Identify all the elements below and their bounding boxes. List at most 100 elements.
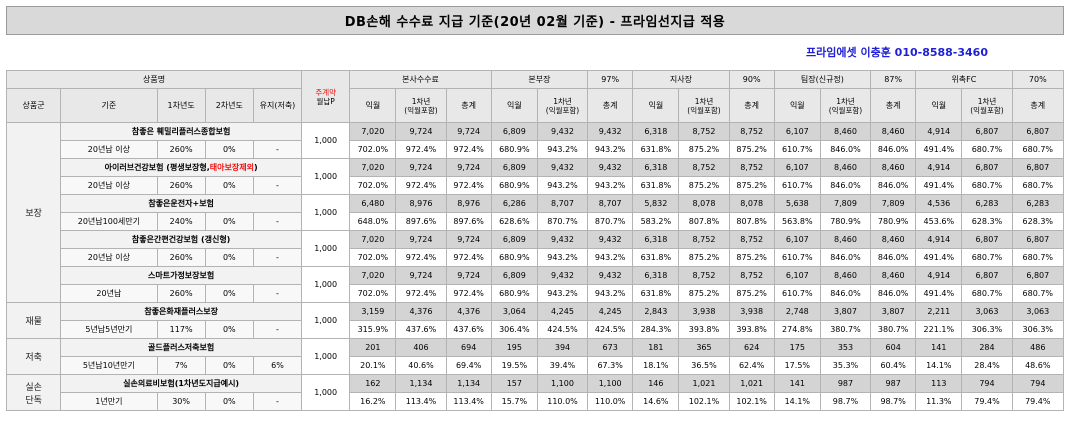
percent-cell: 102.1% xyxy=(728,392,775,411)
amount-cell: 8,707 xyxy=(587,194,634,213)
year2-rate-cell: 0% xyxy=(204,140,254,159)
percent-cell: 846.0% xyxy=(819,284,872,303)
premium-cell: 1,000 xyxy=(301,338,351,375)
product-rate-row: 1년만기 30% 0% -16.2% 113.4% 113.4% 15.7% 110.0% 11… xyxy=(7,392,1065,411)
group-header-branch: 지사장 xyxy=(632,70,730,89)
amount-cell: 604 xyxy=(870,338,917,357)
amount-cell: 8,460 xyxy=(819,158,872,177)
total-header-hq: 총계 xyxy=(445,88,492,123)
amount-cell: 6,283 xyxy=(961,194,1013,213)
percent-cell: 610.7% xyxy=(773,140,821,159)
amount-cell: 113 xyxy=(915,374,963,393)
amount-cell: 9,432 xyxy=(536,230,589,249)
amount-cell: 6,807 xyxy=(1011,230,1065,249)
amount-cell: 6,107 xyxy=(773,122,821,141)
amount-cell: 9,724 xyxy=(395,122,447,141)
product-rate-row: 20년납 이상 260% 0% -702.0% 972.4% 972.4% 680.9% 94… xyxy=(7,248,1065,267)
basis-cell: 20년납 xyxy=(60,284,158,303)
year1-incl-header-director: 1차년 (익월포함) xyxy=(536,88,589,123)
year1-incl-header-line1: 1차년 xyxy=(553,96,572,106)
amount-cell: 8,078 xyxy=(728,194,775,213)
percent-cell: 680.7% xyxy=(1011,176,1065,195)
percent-cell: 79.4% xyxy=(1011,392,1065,411)
amount-cell: 7,020 xyxy=(349,230,397,249)
amount-cell: 162 xyxy=(349,374,397,393)
product-name-text: 참좋은운전자+보험 xyxy=(148,199,214,208)
product-name-text: 골드플러스저축보험 xyxy=(148,343,215,352)
product-name-highlight: 태아보장제외 xyxy=(209,163,254,172)
amount-cell: 6,283 xyxy=(1011,194,1065,213)
percent-cell: 17.5% xyxy=(773,356,821,375)
amount-cell: 3,064 xyxy=(490,302,538,321)
product-row: 참좋은운전자+보험 1,000 6,480 8,976 8,976 6,286 8,707 8… xyxy=(7,194,1065,231)
percent-cell: 628.3% xyxy=(1011,212,1065,231)
amount-cell: 9,432 xyxy=(536,158,589,177)
percent-cell: 380.7% xyxy=(870,320,917,339)
percent-cell: 28.4% xyxy=(961,356,1013,375)
maint-rate-cell: - xyxy=(252,140,303,159)
percent-cell: 972.4% xyxy=(445,176,492,195)
amount-cell: 624 xyxy=(728,338,775,357)
product-row: 보장 참좋은 훼밀리플러스종합보험 1,000 7,020 9,724 9,724 6,80… xyxy=(5,122,1065,303)
percent-cell: 702.0% xyxy=(349,176,397,195)
amount-cell: 146 xyxy=(632,374,680,393)
amount-cell: 8,752 xyxy=(678,158,730,177)
premium-cell: 1,000 xyxy=(301,230,351,267)
year1-incl-header-fc: 1차년 (익월포함) xyxy=(961,88,1013,123)
amount-cell: 7,809 xyxy=(819,194,872,213)
group-rate-branch: 90% xyxy=(728,70,775,89)
total-header-director: 총계 xyxy=(587,88,634,123)
percent-cell: 972.4% xyxy=(445,140,492,159)
amount-cell: 6,807 xyxy=(961,230,1013,249)
amount-cell: 673 xyxy=(587,338,634,357)
percent-cell: 79.4% xyxy=(961,392,1013,411)
amount-cell: 486 xyxy=(1011,338,1065,357)
amount-cell: 4,245 xyxy=(536,302,589,321)
percent-cell: 306.3% xyxy=(1011,320,1065,339)
percent-cell: 16.2% xyxy=(349,392,397,411)
amount-cell: 2,843 xyxy=(632,302,680,321)
amount-cell: 7,809 xyxy=(870,194,917,213)
maint-rate-cell: - xyxy=(252,284,303,303)
percent-cell: 14.1% xyxy=(773,392,821,411)
product-name-header: 상품명 xyxy=(5,70,303,89)
group-header-hq: 본사수수료 xyxy=(349,70,492,89)
product-name: 참좋은화재플러스보장 xyxy=(60,302,303,321)
year2-rate-cell: 0% xyxy=(204,356,254,375)
percent-cell: 972.4% xyxy=(445,248,492,267)
percent-cell: 628.6% xyxy=(490,212,538,231)
percent-cell: 943.2% xyxy=(536,284,589,303)
product-name-tail: ) xyxy=(253,163,258,172)
percent-cell: 48.6% xyxy=(1011,356,1065,375)
amount-cell: 6,807 xyxy=(961,158,1013,177)
product-name: 아이러브건강보험 (평생보장형,태아보장제외) xyxy=(60,158,303,177)
percent-cell: 702.0% xyxy=(349,248,397,267)
amount-cell: 8,752 xyxy=(678,266,730,285)
amount-cell: 794 xyxy=(1011,374,1065,393)
amount-cell: 284 xyxy=(961,338,1013,357)
product-row: 실손 단독 실손의료비보험(1차년도지급예시) 1,000 162 1,134 1,134… xyxy=(5,374,1065,411)
percent-cell: 943.2% xyxy=(536,140,589,159)
year1-rate-cell: 7% xyxy=(156,356,206,375)
percent-cell: 491.4% xyxy=(915,248,963,267)
product-rate-row: 5년납5년만기 117% 0% -315.9% 437.6% 437.6% 306.4% 42… xyxy=(7,320,1065,339)
percent-cell: 943.2% xyxy=(587,140,634,159)
basis-cell: 20년납100세만기 xyxy=(60,212,158,231)
amount-cell: 8,752 xyxy=(678,122,730,141)
amount-cell: 6,318 xyxy=(632,266,680,285)
year2-rate-cell: 0% xyxy=(204,392,254,411)
amount-cell: 4,376 xyxy=(395,302,447,321)
premium-header: 주계약 월납P xyxy=(301,70,351,123)
percent-cell: 14.1% xyxy=(915,356,963,375)
amount-cell: 794 xyxy=(961,374,1013,393)
percent-cell: 972.4% xyxy=(395,140,447,159)
percent-cell: 491.4% xyxy=(915,140,963,159)
percent-cell: 628.3% xyxy=(961,212,1013,231)
percent-cell: 680.7% xyxy=(961,140,1013,159)
percent-cell: 943.2% xyxy=(587,248,634,267)
product-name-text: 참좋은 훼밀리플러스종합보험 xyxy=(131,127,231,136)
year1-incl-header-team: 1차년 (익월포함) xyxy=(819,88,872,123)
year1-incl-header-line2: (익월포함) xyxy=(970,105,1004,115)
percent-cell: 846.0% xyxy=(870,176,917,195)
product-name: 실손의료비보험(1차년도지급예시) xyxy=(60,374,303,393)
